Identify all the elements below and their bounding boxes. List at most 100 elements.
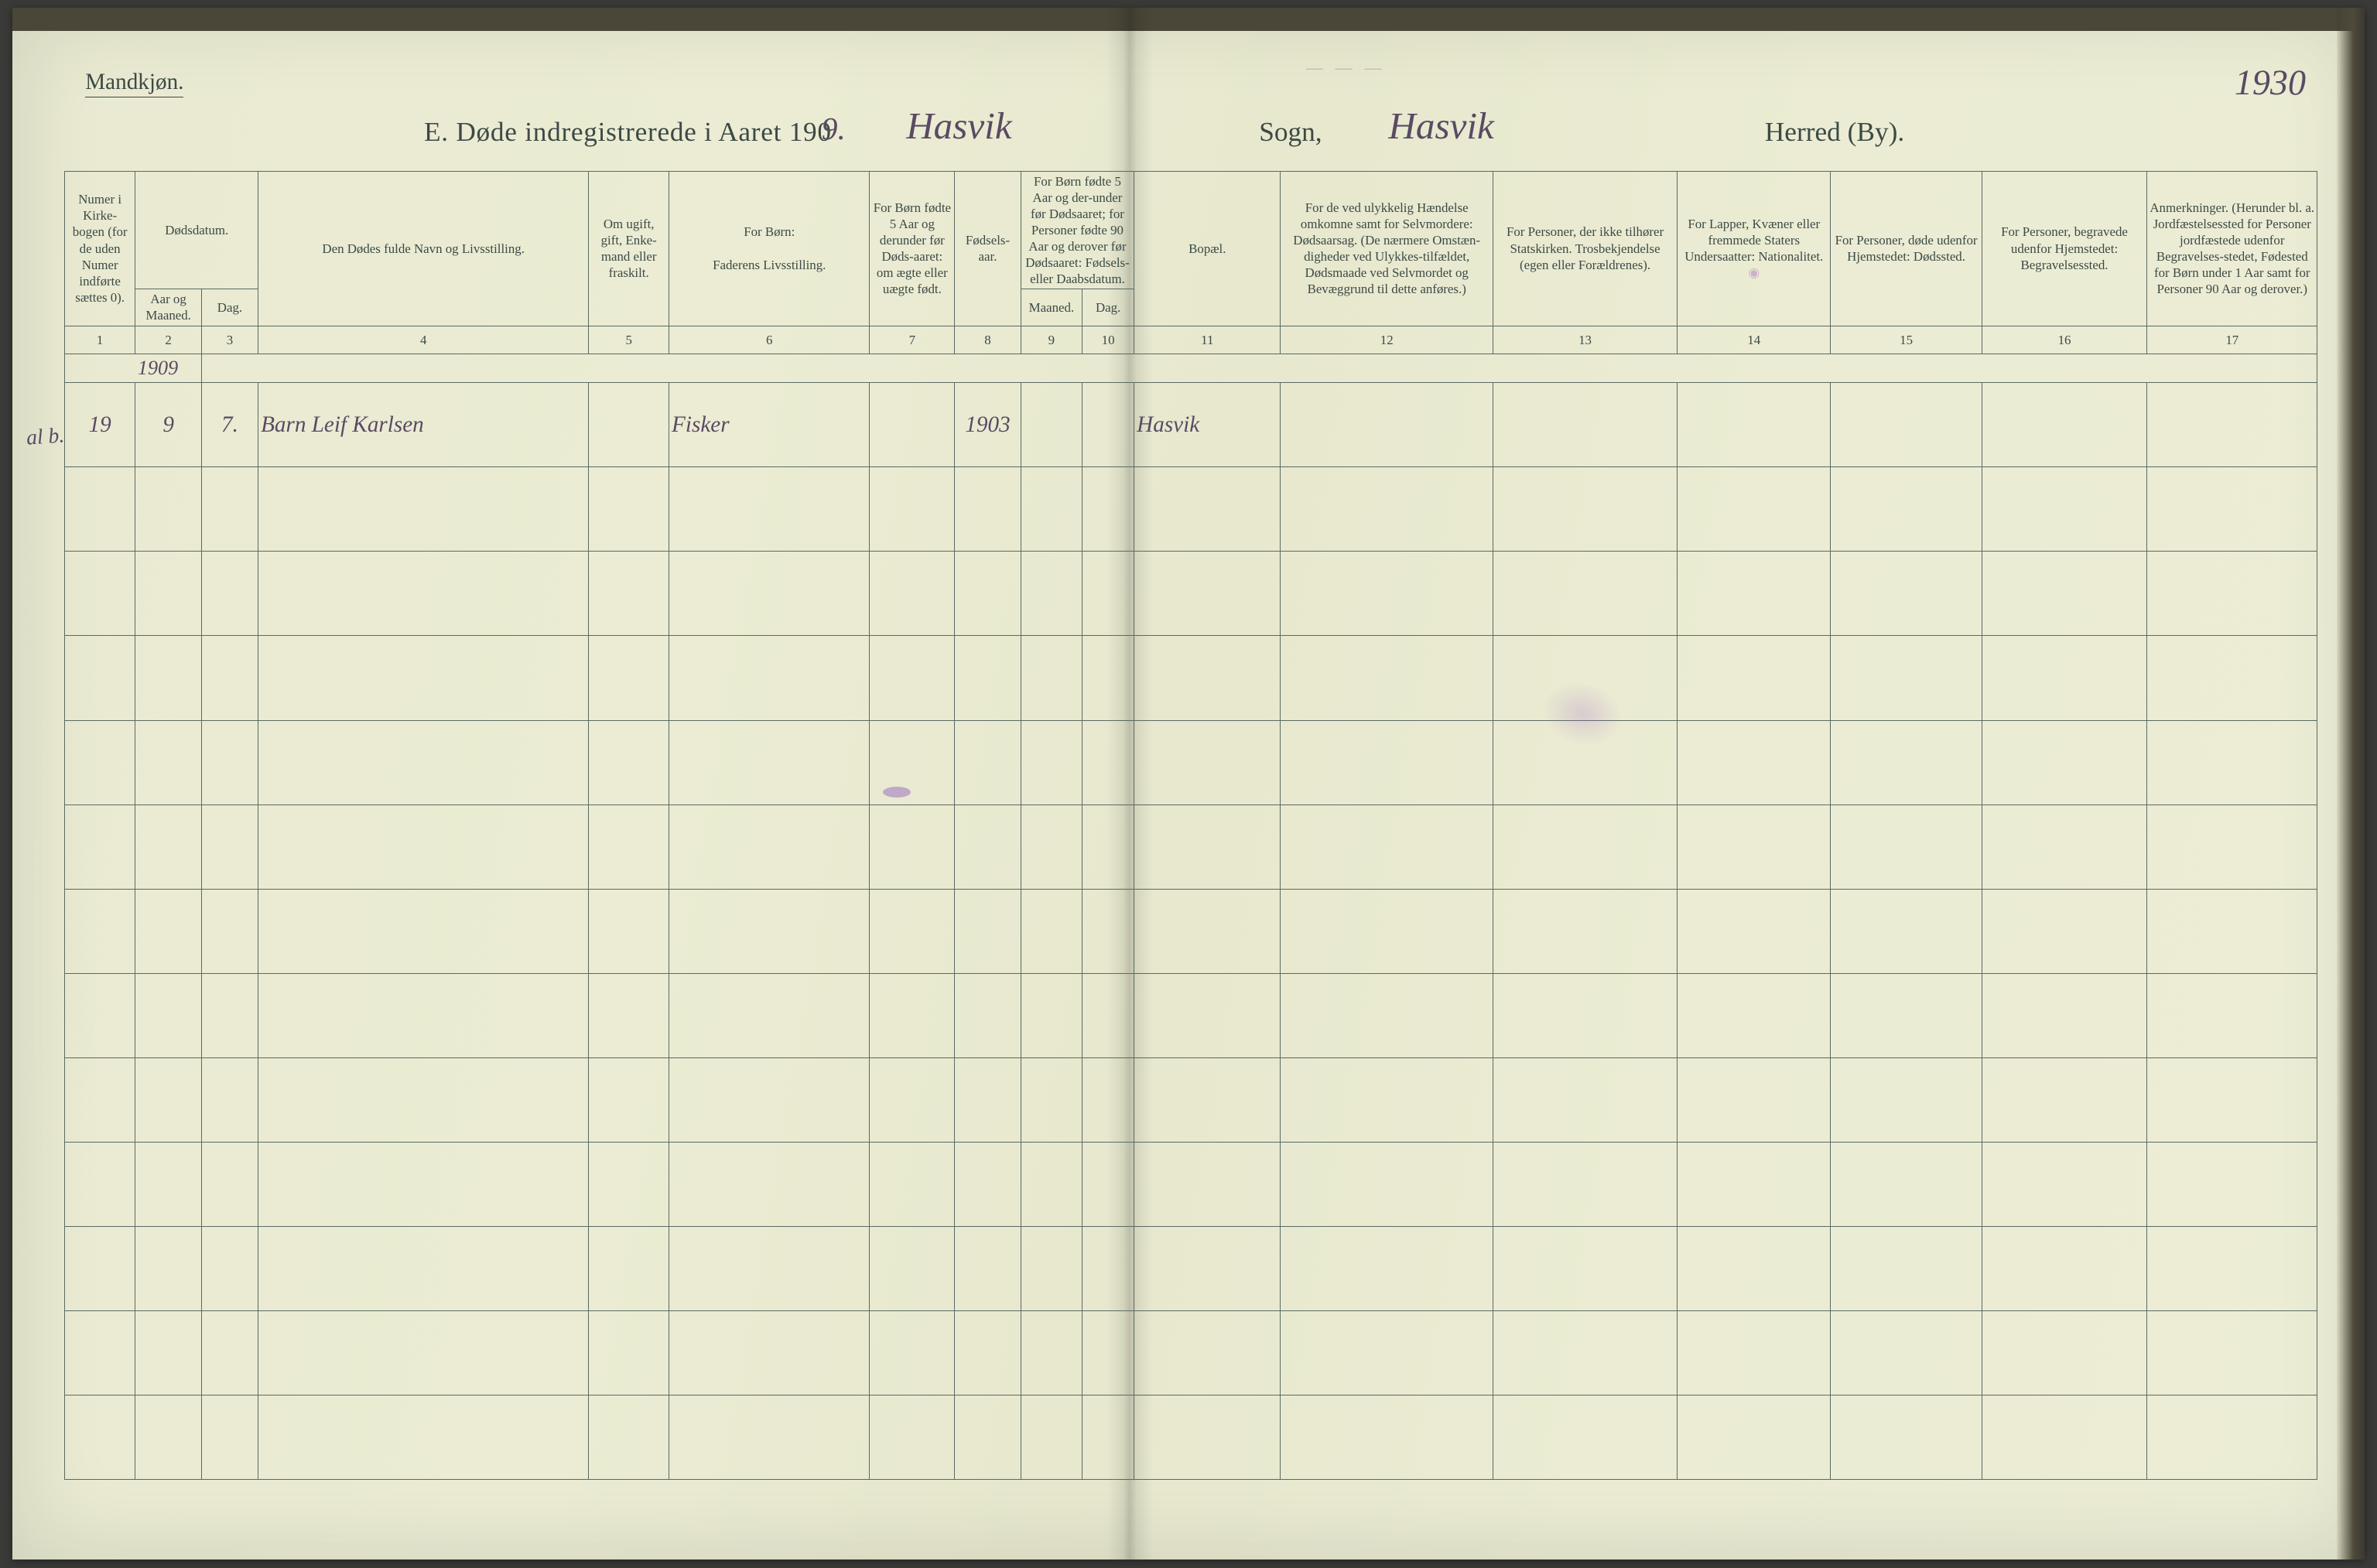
cell-blank	[955, 552, 1021, 636]
year-above: 1909	[135, 354, 201, 383]
cell-blank	[64, 889, 135, 973]
cell-blank	[1982, 467, 2147, 552]
cell-blank	[258, 1395, 589, 1479]
cell-blank	[1082, 1310, 1134, 1395]
sogn-label: Sogn,	[1259, 116, 1322, 148]
cell-blank	[1493, 889, 1678, 973]
cell-blank	[870, 804, 955, 889]
cell-blank	[669, 1310, 870, 1395]
hdr-c7: For Børn fødte 5 Aar og derunder før Død…	[870, 171, 955, 326]
cell-blank	[1831, 973, 1982, 1057]
hdr-c9: Maaned.	[1021, 289, 1082, 326]
stamp-smudge-icon: ◉	[1748, 265, 1760, 280]
cell-blank	[2147, 804, 2317, 889]
cell-blank	[669, 1057, 870, 1142]
cell-blank	[589, 1310, 669, 1395]
hdr-c13: For Personer, der ikke tilhører Statskir…	[1493, 171, 1678, 326]
table-row-blank	[64, 720, 2317, 804]
cell-blank	[201, 804, 258, 889]
hdr-c8: Fødsels-aar.	[955, 171, 1021, 326]
coln-12: 12	[1281, 326, 1493, 354]
cell-c6: Fisker	[669, 383, 870, 467]
cell-blank	[1082, 889, 1134, 973]
cell-blank	[1493, 467, 1678, 552]
sogn-name: Hasvik	[906, 104, 1011, 148]
cell-blank	[1493, 1142, 1678, 1226]
cell-blank	[1831, 1057, 1982, 1142]
cell-blank	[1678, 973, 1831, 1057]
cell-blank	[64, 1142, 135, 1226]
cell-blank	[201, 1057, 258, 1142]
hdr-c10: Dag.	[1082, 289, 1134, 326]
cell-blank	[1134, 1395, 1281, 1479]
coln-4: 4	[258, 326, 589, 354]
cell-blank	[1021, 973, 1082, 1057]
cell-blank	[669, 1226, 870, 1310]
coln-13: 13	[1493, 326, 1678, 354]
cell-blank	[1831, 1142, 1982, 1226]
cell-blank	[135, 552, 201, 636]
cell-blank	[64, 1395, 135, 1479]
cell-blank	[201, 467, 258, 552]
cell-blank	[1982, 552, 2147, 636]
cell-blank	[1493, 1395, 1678, 1479]
cell-blank	[870, 1395, 955, 1479]
coln-14: 14	[1678, 326, 1831, 354]
coln-5: 5	[589, 326, 669, 354]
cell-blank	[201, 1142, 258, 1226]
cell-blank	[258, 889, 589, 973]
cell-c5	[589, 383, 669, 467]
cell-blank	[64, 973, 135, 1057]
cell-blank	[64, 636, 135, 720]
cell-blank	[2147, 1310, 2317, 1395]
cell-blank	[1021, 1057, 1082, 1142]
coln-1: 1	[64, 326, 135, 354]
year-cell-blank	[201, 354, 258, 383]
cell-blank	[1021, 1142, 1082, 1226]
cell-blank	[2147, 467, 2317, 552]
cell-blank	[589, 467, 669, 552]
cell-blank	[1831, 467, 1982, 552]
year-cell-blank	[1021, 354, 1082, 383]
cell-blank	[1982, 804, 2147, 889]
cell-blank	[258, 804, 589, 889]
cell-blank	[135, 973, 201, 1057]
year-cell-blank	[1831, 354, 1982, 383]
cell-blank	[201, 889, 258, 973]
top-smudge: — — —	[1306, 57, 1401, 80]
cell-blank	[589, 804, 669, 889]
cell-blank	[1281, 552, 1493, 636]
coln-11: 11	[1134, 326, 1281, 354]
coln-7: 7	[870, 326, 955, 354]
cell-blank	[1982, 1057, 2147, 1142]
year-cell-blank	[1493, 354, 1678, 383]
cell-blank	[2147, 889, 2317, 973]
cell-blank	[589, 1142, 669, 1226]
hdr-c6: For Børn: Faderens Livsstilling.	[669, 171, 870, 326]
year-cell-blank	[2147, 354, 2317, 383]
cell-blank	[64, 467, 135, 552]
cell-blank	[1678, 552, 1831, 636]
cell-blank	[589, 1226, 669, 1310]
cell-blank	[201, 1226, 258, 1310]
cell-blank	[1982, 636, 2147, 720]
cell-blank	[1082, 973, 1134, 1057]
cell-blank	[258, 552, 589, 636]
cell-blank	[135, 467, 201, 552]
cell-blank	[1134, 720, 1281, 804]
coln-10: 10	[1082, 326, 1134, 354]
cell-blank	[1831, 1310, 1982, 1395]
year-cell-blank	[955, 354, 1021, 383]
cell-blank	[1982, 889, 2147, 973]
cell-blank	[1678, 720, 1831, 804]
year-cell-blank	[258, 354, 589, 383]
cell-blank	[589, 973, 669, 1057]
cell-blank	[135, 636, 201, 720]
cell-blank	[64, 1057, 135, 1142]
purple-smudge-small	[883, 787, 911, 798]
top-edge	[12, 8, 2365, 31]
cell-blank	[1493, 1226, 1678, 1310]
cell-blank	[1678, 467, 1831, 552]
year-cell-blank	[669, 354, 870, 383]
cell-blank	[1678, 1310, 1831, 1395]
